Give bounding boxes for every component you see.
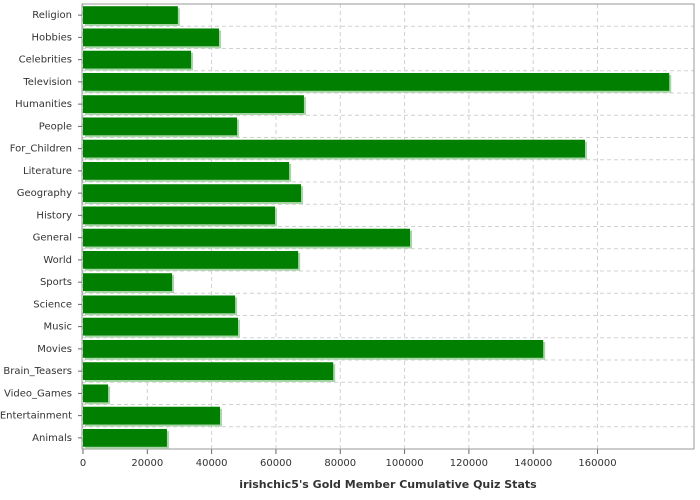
x-axis-title: irishchic5's Gold Member Cumulative Quiz… [239, 478, 537, 491]
x-tick-label: 160000 [578, 458, 616, 469]
y-tick-label: History [36, 210, 72, 221]
y-tick-label: Animals [32, 433, 72, 444]
bar [83, 184, 302, 203]
x-tick-label: 20000 [131, 458, 163, 469]
bar [83, 384, 109, 403]
bar [83, 117, 238, 136]
y-tick-label: Celebrities [19, 55, 72, 66]
y-tick-label: Movies [37, 344, 72, 355]
y-tick-label: For_Children [10, 144, 72, 155]
bar [83, 6, 178, 25]
y-tick-label: Music [44, 322, 72, 333]
x-tick-label: 80000 [324, 458, 356, 469]
y-tick-label: General [33, 233, 72, 244]
y-tick-label: World [43, 255, 72, 266]
bar [83, 273, 173, 292]
x-tick-label: 140000 [514, 458, 552, 469]
bar [83, 339, 544, 358]
bar [83, 295, 236, 314]
bar [83, 228, 411, 247]
y-tick-label: Religion [32, 10, 72, 21]
bar [83, 161, 290, 180]
bar [83, 28, 220, 47]
y-tick-label: Humanities [15, 99, 72, 110]
bar [83, 428, 167, 447]
bar [83, 206, 275, 225]
y-tick-label: Science [33, 299, 72, 310]
y-tick-label: Video_Games [4, 388, 72, 399]
x-tick-label: 0 [80, 458, 86, 469]
bar [83, 50, 192, 69]
y-tick-label: People [39, 121, 72, 132]
bar [83, 139, 585, 158]
x-tick-label: 100000 [385, 458, 423, 469]
bar [83, 406, 220, 425]
bar [83, 72, 670, 91]
y-tick-label: Sports [40, 277, 72, 288]
bar [83, 362, 334, 381]
y-tick-label: Television [22, 77, 72, 88]
bar [83, 317, 239, 336]
x-tick-label: 40000 [196, 458, 228, 469]
y-tick-label: Literature [23, 166, 72, 177]
bar [83, 95, 304, 114]
y-tick-label: Geography [17, 188, 72, 199]
x-tick-label: 60000 [260, 458, 292, 469]
x-tick-label: 120000 [450, 458, 488, 469]
y-tick-label: Hobbies [32, 32, 72, 43]
y-tick-label: Brain_Teasers [3, 366, 72, 377]
y-tick-label: Entertainment [0, 411, 72, 422]
plot-frame [81, 3, 695, 450]
bar [83, 250, 299, 269]
